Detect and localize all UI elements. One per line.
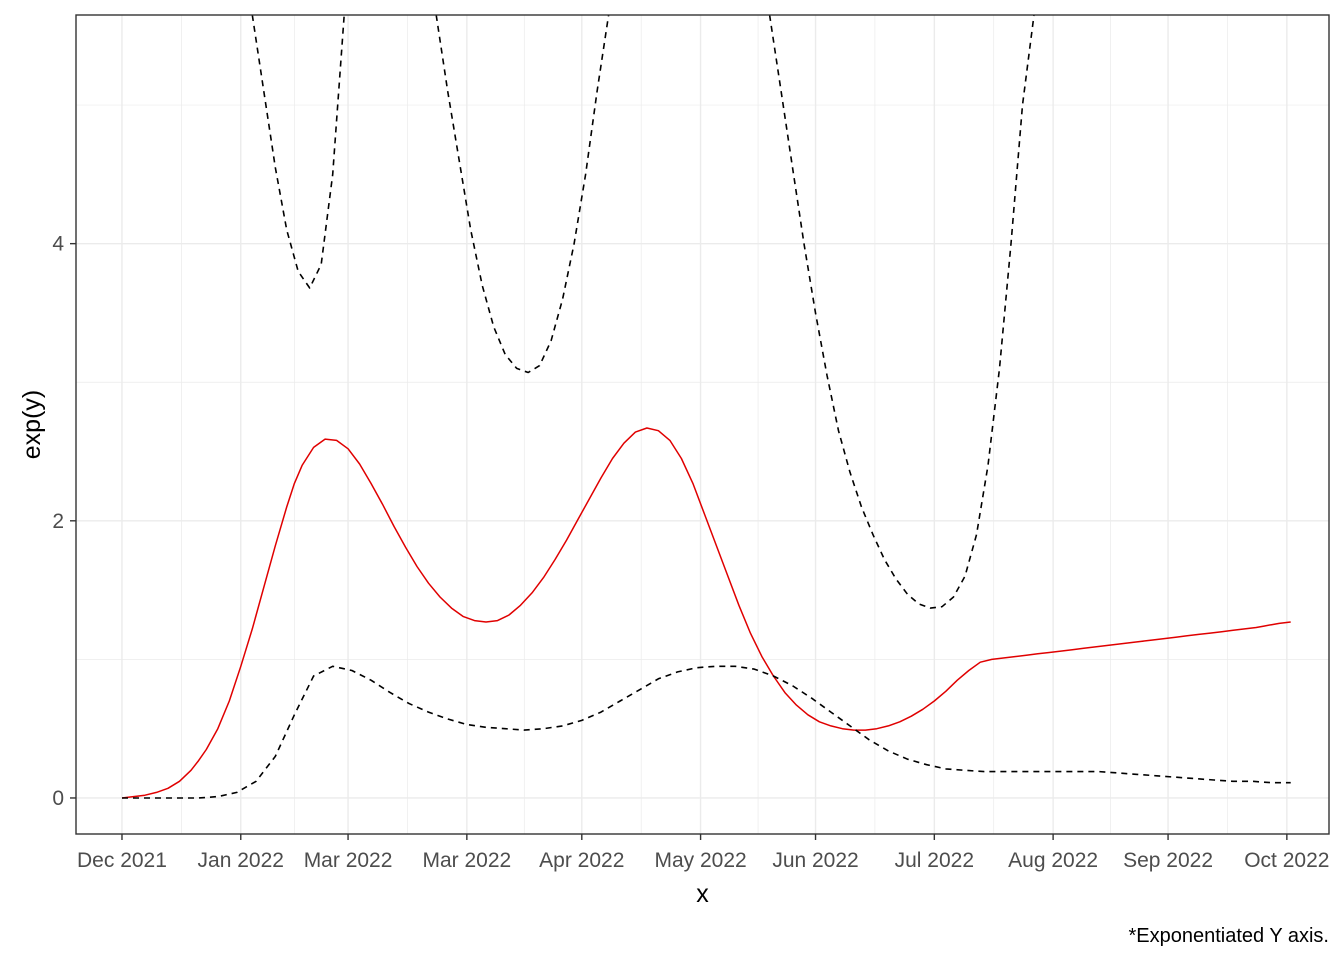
x-tick-label: May 2022 bbox=[654, 849, 746, 872]
y-axis: 0 2 4 bbox=[52, 233, 76, 810]
y-tick-label: 2 bbox=[52, 510, 64, 533]
x-tick-label: Sep 2022 bbox=[1123, 849, 1213, 872]
x-tick-label: Mar 2022 bbox=[304, 849, 393, 872]
x-tick-label: Oct 2022 bbox=[1244, 849, 1329, 872]
plot-panel bbox=[75, 14, 1330, 835]
series-layer bbox=[121, 15, 1291, 799]
panel-border bbox=[75, 14, 1330, 835]
lower-line bbox=[122, 665, 1291, 799]
estimate-line bbox=[121, 427, 1291, 799]
chart-caption: *Exponentiated Y axis. bbox=[1128, 925, 1329, 947]
x-tick-label: Dec 2021 bbox=[77, 849, 167, 872]
x-axis: Dec 2021 Jan 2022 Mar 2022 Mar 2022 Apr 2022… bbox=[77, 834, 1329, 872]
y-tick-label: 0 bbox=[52, 787, 64, 810]
x-tick-label: Mar 2022 bbox=[422, 849, 511, 872]
x-tick-label: Apr 2022 bbox=[539, 849, 624, 872]
y-axis-title: exp(y) bbox=[18, 390, 46, 459]
upper-line bbox=[251, 15, 1035, 609]
minor-gridlines bbox=[76, 15, 1329, 834]
y-tick-label: 4 bbox=[52, 233, 64, 256]
x-tick-label: Aug 2022 bbox=[1008, 849, 1098, 872]
x-tick-label: Jan 2022 bbox=[198, 849, 284, 872]
x-tick-label: Jul 2022 bbox=[895, 849, 974, 872]
major-gridlines bbox=[76, 15, 1329, 834]
x-axis-title: x bbox=[696, 880, 709, 908]
x-tick-label: Jun 2022 bbox=[772, 849, 858, 872]
